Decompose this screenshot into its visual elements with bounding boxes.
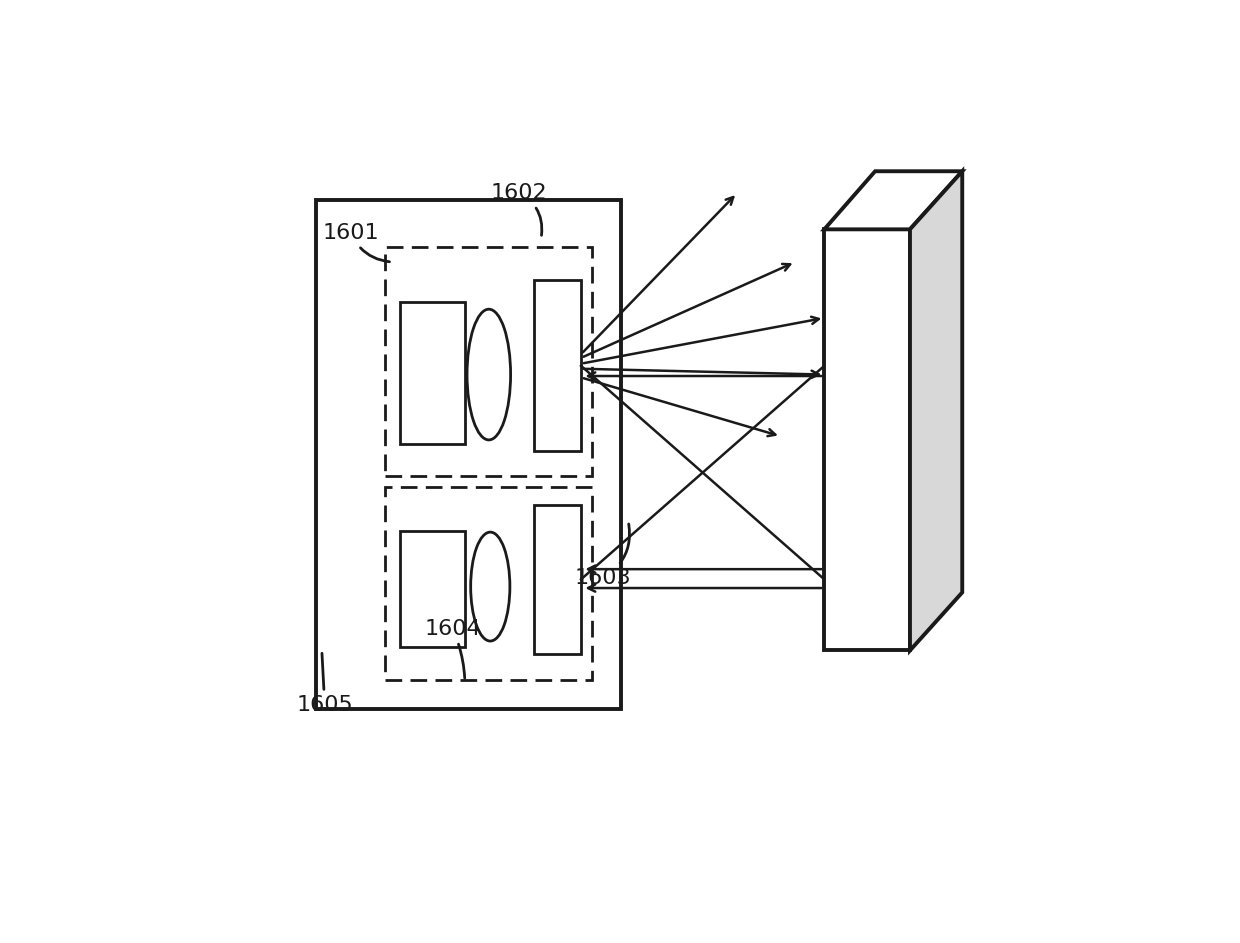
Polygon shape: [910, 172, 962, 651]
Text: 1603: 1603: [574, 524, 631, 587]
Bar: [384, 488, 591, 680]
Text: 1602: 1602: [491, 183, 548, 236]
Text: 1605: 1605: [296, 653, 353, 715]
Text: 1604: 1604: [424, 619, 481, 678]
Bar: [316, 200, 621, 708]
Bar: [399, 302, 465, 443]
Text: 1601: 1601: [322, 223, 389, 262]
Bar: [384, 247, 591, 476]
Bar: [534, 280, 582, 451]
Polygon shape: [825, 172, 962, 229]
Bar: [399, 531, 465, 647]
Polygon shape: [825, 229, 910, 651]
Bar: [534, 505, 582, 654]
